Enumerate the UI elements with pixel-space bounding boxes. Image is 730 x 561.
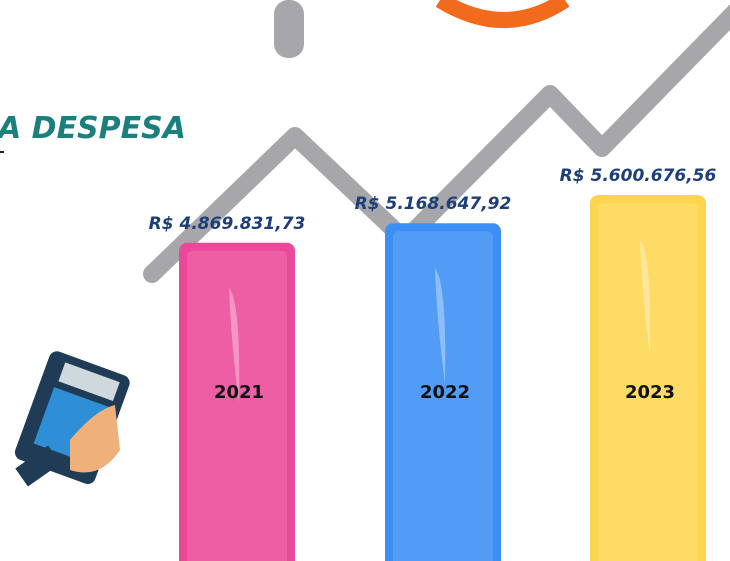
bar-shine	[187, 251, 287, 561]
value-label: R$ 5.168.647,92	[355, 194, 512, 214]
category-label: 2022	[420, 382, 470, 403]
decor-arc	[440, 0, 565, 20]
category-label: 2023	[625, 382, 675, 403]
value-label: R$ 5.600.676,56	[560, 166, 717, 186]
value-label: R$ 4.869.831,73	[149, 214, 306, 234]
decor-bar	[274, 0, 304, 58]
infographic: A DESPESA R$ 4.869.831,73 2021 R$ 5.168.64…	[0, 0, 730, 561]
title: A DESPESA	[0, 111, 186, 146]
calculator-icon	[13, 349, 132, 486]
category-label: 2021	[214, 382, 264, 403]
